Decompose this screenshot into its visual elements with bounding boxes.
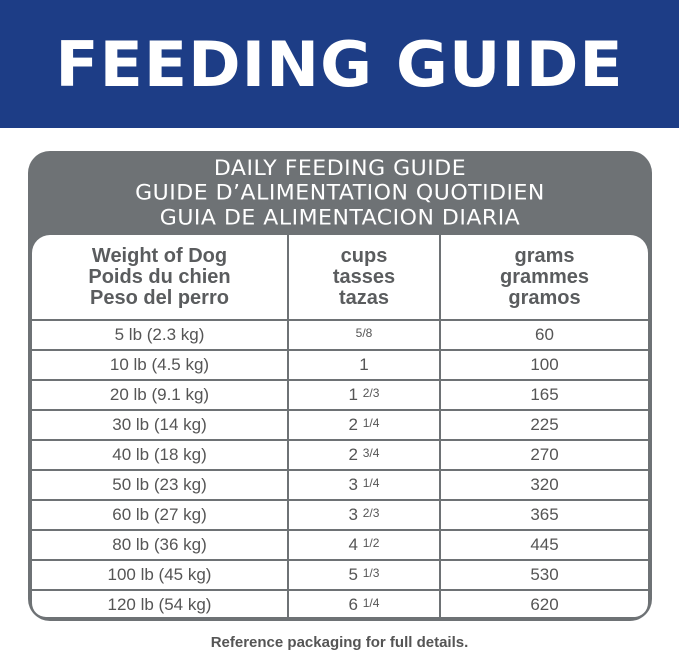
weight-cell: 60 lb (27 kg) — [32, 499, 289, 531]
weight-cell: 50 lb (23 kg) — [32, 469, 289, 501]
table-header-row: Weight of Dog Poids du chien Peso del pe… — [32, 235, 648, 321]
weight-cell: 30 lb (14 kg) — [32, 409, 289, 441]
column-header-cups: cups tasses tazas — [287, 235, 441, 321]
header-label: Poids du chien — [88, 265, 231, 288]
title-en: DAILY FEEDING GUIDE — [213, 156, 467, 181]
table-row: 50 lb (23 kg) 3 1/4 320 — [32, 469, 648, 501]
cups-cell: 2 3/4 — [287, 439, 441, 471]
cups-cell: 1 2/3 — [287, 379, 441, 411]
grams-cell: 620 — [439, 589, 648, 617]
header-label: grammes — [500, 265, 589, 288]
cups-whole: 6 — [348, 595, 359, 614]
table-row: 120 lb (54 kg) 6 1/4 620 — [32, 589, 648, 617]
feeding-table: Weight of Dog Poids du chien Peso del pe… — [32, 235, 648, 617]
cups-cell: 3 2/3 — [287, 499, 441, 531]
title-fr: GUIDE D’ALIMENTATION QUOTIDIEN — [135, 181, 545, 206]
header-label: Peso del perro — [90, 286, 229, 309]
cups-fraction: 2/3 — [362, 506, 380, 520]
cups-fraction: 1/4 — [362, 476, 380, 490]
cups-whole: 4 — [348, 535, 359, 554]
table-row: 100 lb (45 kg) 5 1/3 530 — [32, 559, 648, 591]
header-label: Weight of Dog — [91, 244, 228, 267]
cups-cell: 1 — [287, 349, 441, 381]
cups-whole: 3 — [348, 505, 359, 524]
cups-whole: 3 — [348, 475, 359, 494]
card-title: DAILY FEEDING GUIDE GUIDE D’ALIMENTATION… — [28, 157, 652, 231]
grams-cell: 165 — [439, 379, 648, 411]
cups-fraction: 5/8 — [355, 326, 373, 340]
grams-cell: 445 — [439, 529, 648, 561]
cups-cell: 5 1/3 — [287, 559, 441, 591]
header-label: tazas — [338, 286, 390, 309]
column-header-grams: grams grammes gramos — [439, 235, 648, 321]
cups-cell: 3 1/4 — [287, 469, 441, 501]
cups-cell: 6 1/4 — [287, 589, 441, 617]
table-row: 60 lb (27 kg) 3 2/3 365 — [32, 499, 648, 531]
grams-cell: 320 — [439, 469, 648, 501]
table-row: 20 lb (9.1 kg) 1 2/3 165 — [32, 379, 648, 411]
table-row: 30 lb (14 kg) 2 1/4 225 — [32, 409, 648, 441]
weight-cell: 100 lb (45 kg) — [32, 559, 289, 591]
page-title: FEEDING GUIDE — [55, 27, 624, 101]
cups-whole: 5 — [348, 565, 359, 584]
weight-cell: 20 lb (9.1 kg) — [32, 379, 289, 411]
grams-cell: 365 — [439, 499, 648, 531]
footer-note: Reference packaging for full details. — [210, 634, 469, 651]
cups-cell: 5/8 — [287, 319, 441, 351]
table-row: 5 lb (2.3 kg) 5/8 60 — [32, 319, 648, 351]
title-es: GUIA DE ALIMENTACION DIARIA — [159, 206, 521, 231]
weight-cell: 5 lb (2.3 kg) — [32, 319, 289, 351]
cups-whole: 1 — [359, 355, 369, 374]
header-label: grams — [514, 244, 575, 267]
cups-fraction: 3/4 — [362, 446, 380, 460]
feeding-table-wrapper: Weight of Dog Poids du chien Peso del pe… — [32, 235, 648, 617]
cups-cell: 4 1/2 — [287, 529, 441, 561]
grams-cell: 225 — [439, 409, 648, 441]
table-row: 40 lb (18 kg) 2 3/4 270 — [32, 439, 648, 471]
table-row: 10 lb (4.5 kg) 1 100 — [32, 349, 648, 381]
weight-cell: 40 lb (18 kg) — [32, 439, 289, 471]
cups-whole: 2 — [348, 415, 359, 434]
weight-cell: 10 lb (4.5 kg) — [32, 349, 289, 381]
cups-whole: 1 — [348, 385, 359, 404]
grams-cell: 530 — [439, 559, 648, 591]
cups-fraction: 1/4 — [362, 416, 380, 430]
cups-fraction: 1/4 — [362, 596, 380, 610]
cups-cell: 2 1/4 — [287, 409, 441, 441]
cups-fraction: 1/3 — [362, 566, 380, 580]
cups-fraction: 1/2 — [362, 536, 380, 550]
cups-whole: 2 — [348, 445, 359, 464]
table-row: 80 lb (36 kg) 4 1/2 445 — [32, 529, 648, 561]
header-label: gramos — [508, 286, 581, 309]
grams-cell: 100 — [439, 349, 648, 381]
grams-cell: 270 — [439, 439, 648, 471]
banner: FEEDING GUIDE — [0, 0, 679, 128]
weight-cell: 80 lb (36 kg) — [32, 529, 289, 561]
header-label: cups — [340, 244, 388, 267]
header-label: tasses — [332, 265, 396, 288]
column-header-weight: Weight of Dog Poids du chien Peso del pe… — [32, 235, 289, 321]
weight-cell: 120 lb (54 kg) — [32, 589, 289, 617]
grams-cell: 60 — [439, 319, 648, 351]
cups-fraction: 2/3 — [362, 386, 380, 400]
feeding-guide-card: DAILY FEEDING GUIDE GUIDE D’ALIMENTATION… — [28, 151, 652, 621]
